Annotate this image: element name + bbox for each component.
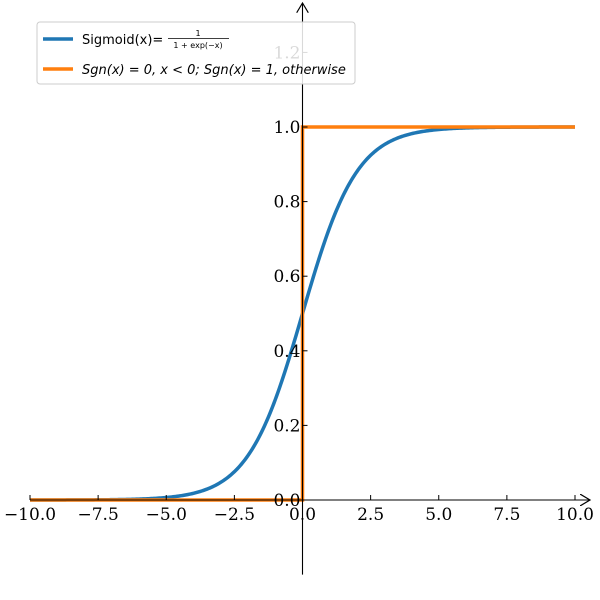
x-tick-label: −2.5 xyxy=(214,505,255,525)
y-tick-label: 0.6 xyxy=(273,267,300,287)
y-tick-label: 0.2 xyxy=(273,416,300,436)
legend: Sigmoid(x)= 1 1 + exp(−x) Sgn(x) = 0, x … xyxy=(36,21,356,85)
x-tick-label: 0.0 xyxy=(289,505,316,525)
x-tick-label: 10.0 xyxy=(556,505,594,525)
legend-frame xyxy=(36,21,356,85)
y-tick-label: 0.0 xyxy=(273,491,300,511)
x-tick-label: −7.5 xyxy=(77,505,118,525)
x-tick-label: −5.0 xyxy=(146,505,187,525)
y-tick-label: 1.0 xyxy=(273,118,300,138)
x-tick-label: −10.0 xyxy=(4,505,56,525)
legend-label-sigmoid: Sigmoid(x)= xyxy=(82,33,163,48)
axes xyxy=(30,3,590,575)
legend-label-sgn: Sgn(x) = 0, x < 0; Sgn(x) = 1, otherwise xyxy=(82,63,346,78)
y-tick-label: 0.4 xyxy=(273,342,300,362)
y-tick-label: 0.8 xyxy=(273,193,300,213)
legend-fraction-numerator: 1 xyxy=(195,29,200,38)
legend-fraction-denominator: 1 + exp(−x) xyxy=(173,41,222,50)
x-tick-label: 5.0 xyxy=(425,505,452,525)
x-tick-label: 7.5 xyxy=(493,505,520,525)
x-tick-label: 2.5 xyxy=(357,505,384,525)
ticks: −10.0 −7.5 −5.0 −2.5 0.0 2.5 5.0 7.5 10.0 0.0 0.2 0… xyxy=(4,43,594,525)
